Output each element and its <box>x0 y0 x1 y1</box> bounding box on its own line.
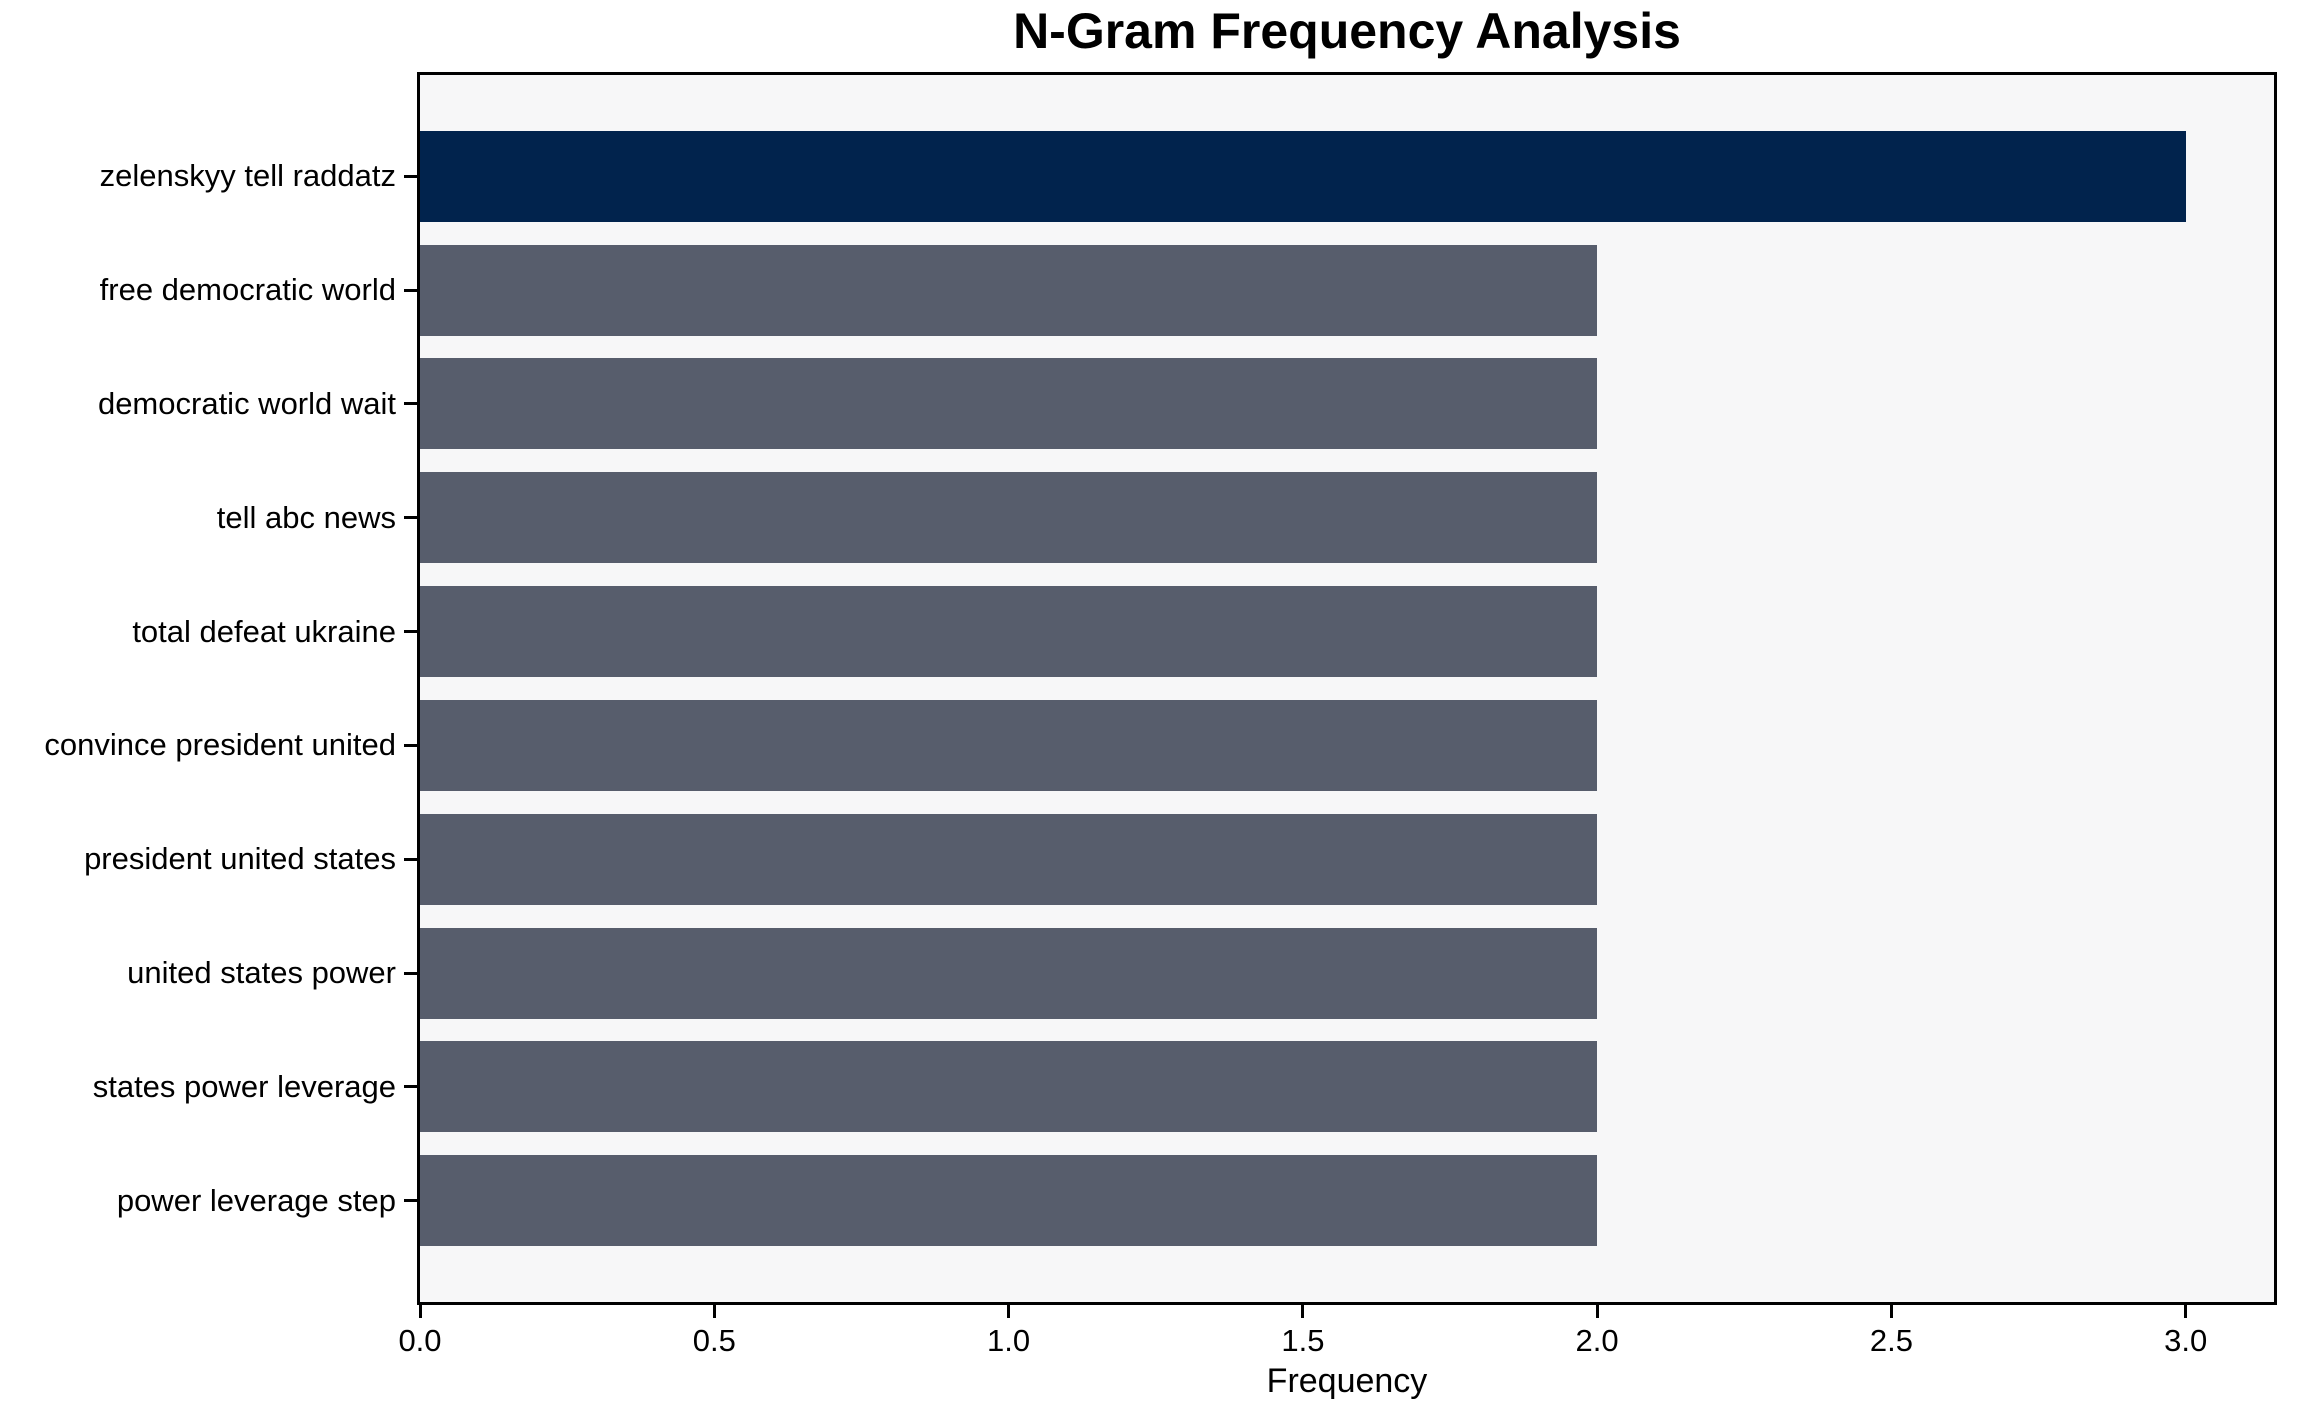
bar <box>420 1155 1598 1247</box>
y-tick-mark <box>404 1199 417 1203</box>
y-tick-label: democratic world wait <box>97 385 396 421</box>
x-tick-mark <box>2184 1305 2188 1318</box>
x-tick-mark <box>1889 1305 1893 1318</box>
bar <box>420 472 1598 564</box>
x-tick-label: 2.0 <box>1575 1323 1619 1358</box>
plot-area <box>417 72 2277 1305</box>
x-tick-mark <box>1301 1305 1305 1318</box>
y-tick-mark <box>404 174 417 178</box>
y-tick-label: power leverage step <box>116 1182 396 1218</box>
y-tick-mark <box>404 402 417 406</box>
x-tick-mark <box>1595 1305 1599 1318</box>
y-tick-mark <box>404 743 417 747</box>
x-tick-mark <box>1007 1305 1011 1318</box>
x-tick-label: 1.0 <box>987 1323 1031 1358</box>
bar <box>420 813 1598 905</box>
bar <box>420 927 1598 1019</box>
bar <box>420 699 1598 791</box>
y-tick-label: total defeat ukraine <box>132 613 396 649</box>
y-tick-label: free democratic world <box>99 272 396 308</box>
y-tick-mark <box>404 516 417 520</box>
chart-title: N-Gram Frequency Analysis <box>1013 3 1681 59</box>
bar <box>420 358 1598 450</box>
x-axis-label: Frequency <box>1266 1362 1428 1400</box>
y-tick-label: tell abc news <box>216 499 396 535</box>
bar <box>420 244 1598 336</box>
y-tick-label: convince president united <box>44 727 396 763</box>
y-tick-label: united states power <box>127 955 396 991</box>
x-tick-mark <box>418 1305 422 1318</box>
y-tick-mark <box>404 857 417 861</box>
x-tick-label: 3.0 <box>2164 1323 2208 1358</box>
x-tick-mark <box>712 1305 716 1318</box>
y-tick-mark <box>404 971 417 975</box>
x-tick-label: 1.5 <box>1281 1323 1325 1358</box>
y-tick-mark <box>404 1085 417 1089</box>
y-tick-mark <box>404 288 417 292</box>
y-tick-label: states power leverage <box>92 1068 396 1104</box>
x-tick-label: 0.5 <box>692 1323 736 1358</box>
bar <box>420 586 1598 678</box>
x-tick-label: 2.5 <box>1869 1323 1913 1358</box>
y-tick-label: president united states <box>84 841 396 877</box>
bar <box>420 1041 1598 1133</box>
x-tick-label: 0.0 <box>398 1323 442 1358</box>
y-tick-label: zelenskyy tell raddatz <box>99 158 396 194</box>
y-tick-mark <box>404 630 417 634</box>
bar <box>420 130 2186 222</box>
